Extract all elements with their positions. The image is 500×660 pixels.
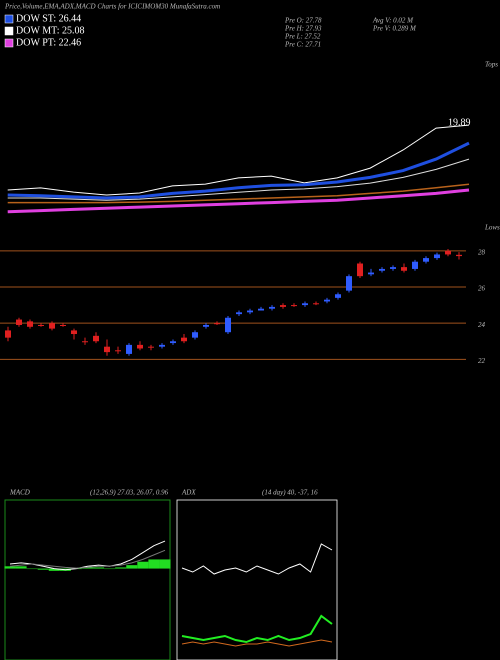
series-line xyxy=(7,188,470,214)
stat: Pre L: 27.52 xyxy=(284,33,321,41)
histogram-bar xyxy=(37,568,49,570)
candle-body xyxy=(324,299,330,302)
y-tick-label: 28 xyxy=(478,248,486,256)
histogram-bar xyxy=(15,566,27,569)
adx-panel xyxy=(176,499,338,660)
candle-body xyxy=(137,344,143,349)
stat: Pre O: 27.78 xyxy=(284,17,322,25)
candle-body xyxy=(181,337,187,342)
legend-label: DOW ST: 26.44 xyxy=(16,13,81,24)
candle-body xyxy=(38,324,44,326)
annotation: 19.89 xyxy=(448,117,471,128)
candle-body xyxy=(456,254,462,257)
series-line xyxy=(7,183,470,204)
histogram-bar xyxy=(4,566,16,569)
candle-body xyxy=(93,335,99,342)
candle-body xyxy=(225,317,231,333)
candle-body xyxy=(236,312,242,315)
candle-body xyxy=(16,319,22,325)
annotation: Lows xyxy=(484,224,500,232)
candle-body xyxy=(60,324,66,326)
legend-swatch xyxy=(4,26,14,36)
stat: Pre V: 0.289 M xyxy=(372,25,417,33)
y-tick-label: 22 xyxy=(478,357,486,365)
candle-body xyxy=(214,323,220,325)
candle-body xyxy=(302,303,308,306)
candle-body xyxy=(390,267,396,269)
candle-body xyxy=(335,294,341,298)
histogram-bar xyxy=(81,567,94,569)
candle-body xyxy=(357,263,363,277)
panel-title: MACD xyxy=(9,489,30,497)
candle-body xyxy=(159,344,165,347)
series-line xyxy=(181,543,333,575)
series-line xyxy=(181,639,333,647)
candle-body xyxy=(412,261,418,269)
histogram-bar xyxy=(159,559,171,569)
candle-body xyxy=(269,306,275,309)
candle-body xyxy=(280,305,286,307)
series-line xyxy=(7,158,470,201)
histogram-bar xyxy=(126,565,138,569)
candle-body xyxy=(434,254,440,259)
legend-label: DOW PT: 22.46 xyxy=(16,37,81,48)
histogram-bar xyxy=(104,568,116,570)
y-tick-label: 24 xyxy=(478,321,486,329)
histogram-bar xyxy=(115,567,127,569)
candle-body xyxy=(379,268,385,271)
histogram-bar xyxy=(137,561,149,569)
macd-panel xyxy=(4,499,171,660)
candle-body xyxy=(5,330,11,338)
candle-body xyxy=(104,346,110,353)
legend-swatch xyxy=(4,38,14,48)
panel-title: ADX xyxy=(181,489,196,497)
histogram-bar xyxy=(148,559,160,569)
stat: Avg V: 0.02 M xyxy=(372,17,414,25)
candle-body xyxy=(258,308,264,311)
panel-subtitle: (12,26,9) 27.03, 26.07, 0.96 xyxy=(90,489,169,497)
candle-body xyxy=(170,341,176,344)
legend-label: DOW MT: 25.08 xyxy=(16,25,84,36)
candle-body xyxy=(247,310,253,313)
histogram-bar xyxy=(26,568,38,570)
candle-body xyxy=(423,258,429,262)
legend-swatch xyxy=(4,14,14,24)
candle-body xyxy=(203,324,209,327)
series-line xyxy=(181,614,333,644)
candle-body xyxy=(27,321,33,327)
annotation: Tops xyxy=(485,61,498,69)
series-line xyxy=(7,124,470,196)
stat: Pre H: 27.93 xyxy=(284,25,322,33)
histogram-bar xyxy=(93,567,105,569)
panel-subtitle: (14 day) 40, -37, 16 xyxy=(262,489,318,497)
candle-body xyxy=(82,341,88,343)
y-tick-label: 26 xyxy=(478,285,486,293)
series-line xyxy=(9,549,166,569)
histogram-bar xyxy=(48,568,60,571)
candle-body xyxy=(401,267,407,271)
candle-body xyxy=(49,323,55,329)
series-line xyxy=(7,141,470,200)
candle-body xyxy=(368,272,374,275)
candle-body xyxy=(192,332,198,338)
candle-body xyxy=(126,344,132,354)
candle-body xyxy=(313,303,319,305)
stat: Pre C: 27.71 xyxy=(284,41,321,49)
candle-body xyxy=(346,276,352,291)
candle-body xyxy=(115,350,121,352)
candle-body xyxy=(148,346,154,348)
page-title: Price,Volume,EMA,ADX,MACD Charts for ICI… xyxy=(4,3,220,11)
candle-body xyxy=(445,250,451,255)
candle-body xyxy=(71,330,77,335)
candle-body xyxy=(291,305,297,307)
